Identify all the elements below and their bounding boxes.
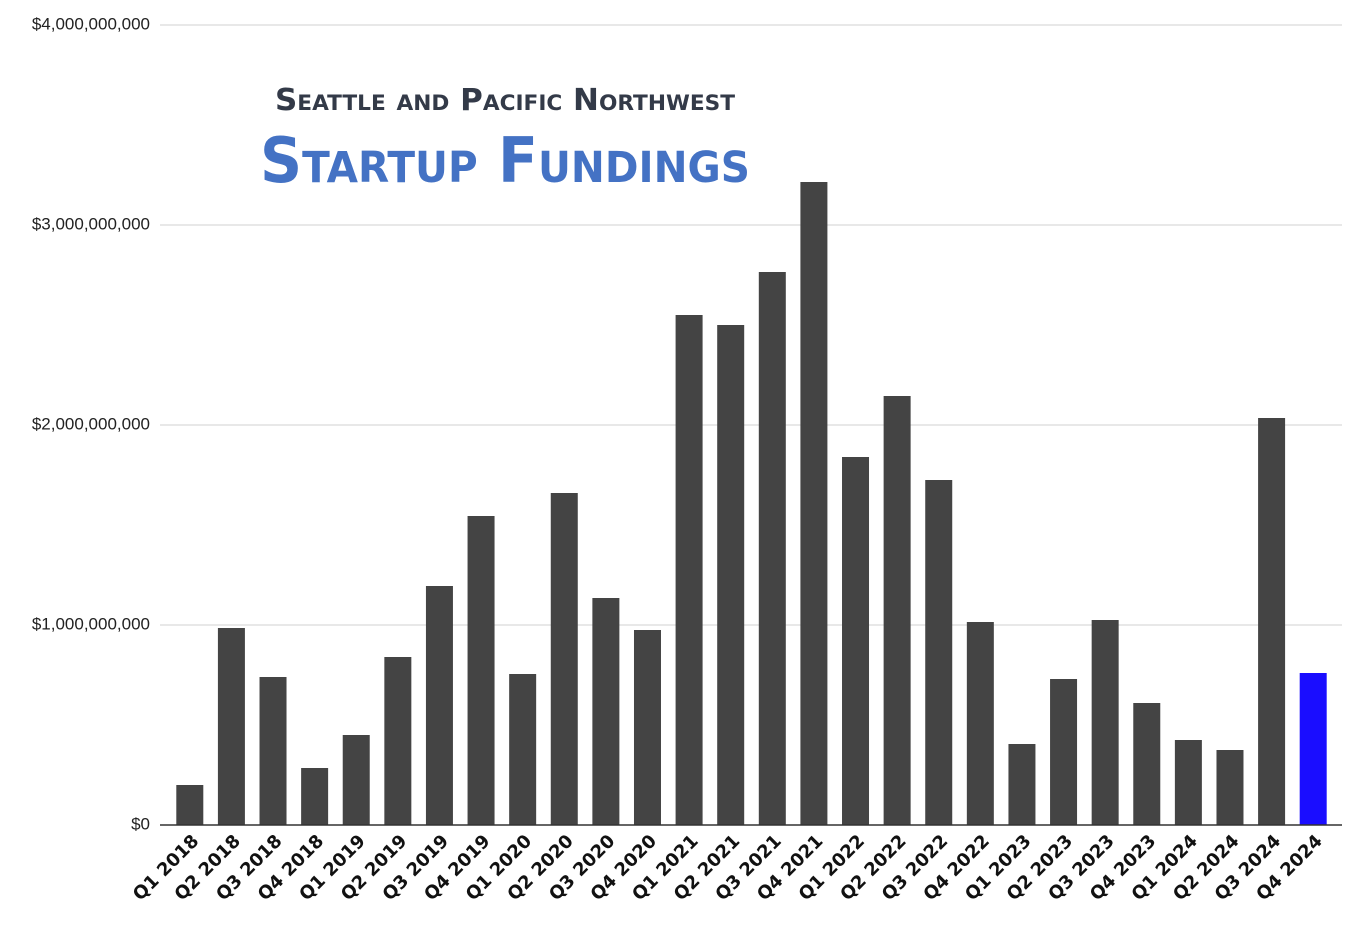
y-tick-label: $2,000,000,000: [32, 414, 150, 433]
bar: [1091, 620, 1119, 825]
y-tick-label: $3,000,000,000: [32, 214, 150, 233]
bar: [1050, 679, 1078, 825]
chart-subtitle: Startup Fundings: [260, 124, 750, 197]
bar: [717, 325, 745, 825]
bar: [301, 768, 329, 825]
bar: [550, 493, 578, 825]
bar: [509, 674, 537, 825]
bar: [259, 677, 287, 825]
y-tick-label: $4,000,000,000: [32, 14, 150, 33]
bar: [633, 630, 661, 825]
bar: [1174, 740, 1202, 825]
bar: [217, 628, 245, 825]
bar: [883, 396, 911, 825]
y-tick-label: $0: [131, 814, 150, 833]
bar: [1008, 744, 1036, 825]
bar: [467, 516, 495, 825]
bar: [592, 598, 620, 825]
bar: [966, 622, 994, 825]
y-tick-label: $1,000,000,000: [32, 614, 150, 633]
bar: [176, 785, 204, 825]
bar: [1133, 703, 1161, 825]
bar: [758, 272, 786, 825]
bar: [1299, 673, 1327, 825]
bar: [425, 586, 453, 825]
bar: [842, 457, 870, 825]
chart-title: Seattle and Pacific Northwest: [275, 83, 736, 118]
bar: [342, 735, 370, 825]
bar: [675, 315, 703, 825]
bar: [1258, 418, 1286, 825]
bar: [800, 182, 828, 825]
bar: [925, 480, 953, 825]
bar: [384, 657, 412, 825]
bar: [1216, 750, 1244, 825]
